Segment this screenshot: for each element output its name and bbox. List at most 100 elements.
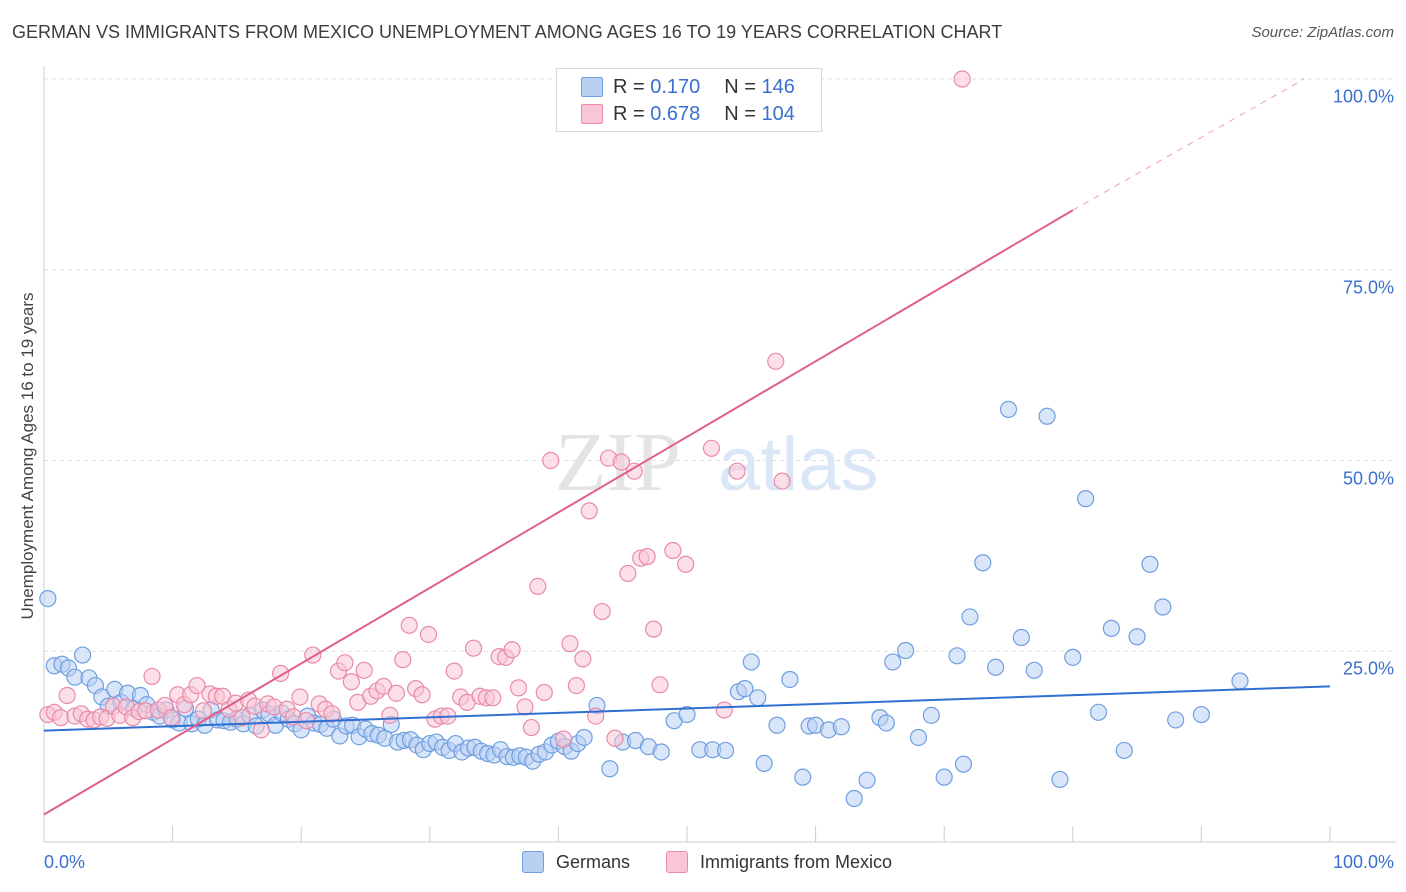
germans-point <box>1051 770 1069 789</box>
mexico-point <box>574 650 592 668</box>
germans-point <box>1038 407 1056 425</box>
mexico-point <box>619 564 637 583</box>
germans-point <box>909 728 928 747</box>
germans-point <box>1089 703 1108 721</box>
mexico-point <box>484 689 502 707</box>
mexico-point <box>728 462 746 480</box>
mexico-point <box>464 639 483 657</box>
germans-point <box>1231 672 1249 690</box>
germans-point <box>1141 555 1159 573</box>
germans-point <box>749 689 767 707</box>
mexico-point <box>664 541 682 560</box>
mexico-point <box>52 709 70 727</box>
trend-line-mexico-extension <box>1072 78 1305 211</box>
mexico-point <box>381 706 399 724</box>
mexico-point <box>953 70 971 88</box>
mexico-point <box>567 676 586 695</box>
trend-lines <box>43 78 1331 816</box>
mexico-point <box>715 701 733 719</box>
germans-point <box>575 728 593 747</box>
germans-point <box>794 768 812 786</box>
axes <box>43 66 1396 843</box>
mexico-point <box>233 709 251 727</box>
mexico-point <box>143 667 161 686</box>
legend-r-value-germans: 0.170 <box>650 75 701 98</box>
germans-point <box>736 680 754 698</box>
mexico-point <box>336 654 354 672</box>
germans-point <box>999 400 1018 418</box>
germans-point <box>974 554 992 572</box>
germans-point <box>1064 648 1082 666</box>
germans-point <box>845 789 863 808</box>
germans-point <box>1128 628 1146 646</box>
x-tick-label-min: 0.0% <box>44 852 86 872</box>
germans-point <box>877 714 895 732</box>
legend-n-label: N = <box>724 75 756 98</box>
mexico-point <box>58 686 76 705</box>
germans-point <box>652 743 670 761</box>
mexico-point <box>677 555 695 573</box>
legend-swatch-mexico <box>666 851 688 873</box>
germans-point <box>922 706 940 724</box>
mexico-point <box>509 679 528 697</box>
germans-point <box>1102 619 1120 637</box>
mexico-point <box>445 662 463 680</box>
germans-point <box>935 768 953 786</box>
mexico-point <box>252 721 270 739</box>
mexico-point <box>413 686 431 704</box>
germans-point <box>73 646 92 664</box>
mexico-point <box>580 502 598 520</box>
mexico-point <box>419 625 438 644</box>
germans-point <box>884 653 902 671</box>
series-legend: Germans Immigrants from Mexico <box>0 851 1406 877</box>
germans-point <box>1167 711 1185 729</box>
germans-point <box>742 653 760 671</box>
source-label: Source: ZipAtlas.com <box>1251 24 1394 41</box>
chart-title: GERMAN VS IMMIGRANTS FROM MEXICO UNEMPLO… <box>12 22 1003 42</box>
mexico-point <box>773 472 791 490</box>
mexico-point <box>291 688 309 706</box>
y-tick-label: 100.0% <box>1332 86 1394 107</box>
legend-n-value-mexico: 104 <box>761 102 795 125</box>
y-tick-label: 50.0% <box>1342 468 1394 488</box>
legend-item-mexico: Immigrants from Mexico <box>666 851 892 873</box>
mexico-point <box>612 453 631 471</box>
germans-point <box>961 608 979 626</box>
mexico-point <box>554 730 573 748</box>
mexico-point <box>342 673 360 691</box>
mexico-point <box>606 729 624 747</box>
mexico-point <box>516 698 534 716</box>
mexico-point <box>644 620 663 638</box>
legend-r-value-mexico: 0.678 <box>650 102 701 125</box>
germans-point <box>858 771 876 789</box>
germans-point <box>1192 705 1211 724</box>
legend-swatch-germans <box>522 851 544 873</box>
legend-item-germans: Germans <box>522 851 630 873</box>
germans-point <box>755 754 773 773</box>
mexico-point <box>400 616 418 634</box>
legend-row-mexico: R = 0.678 N = 104 <box>581 102 795 126</box>
mexico-point <box>194 702 213 720</box>
germans-point <box>716 741 735 760</box>
legend-swatch-germans <box>581 77 603 97</box>
germans-point <box>948 647 966 665</box>
germans-point <box>1012 628 1030 647</box>
legend-label-mexico: Immigrants from Mexico <box>700 851 893 872</box>
legend-r-label: R = <box>613 75 645 98</box>
mexico-point <box>188 676 206 695</box>
watermark-atlas: atlas <box>718 422 879 507</box>
grid-lines <box>44 78 1396 652</box>
germans-point <box>897 641 915 660</box>
legend-n-value-germans: 146 <box>761 75 795 98</box>
mexico-point <box>355 661 373 679</box>
y-tick-label: 25.0% <box>1342 658 1394 679</box>
mexico-point <box>323 705 341 723</box>
legend-n-label: N = <box>724 102 756 125</box>
mexico-point <box>561 635 579 653</box>
mexico-point <box>542 451 560 470</box>
y-tick-label: 75.0% <box>1342 277 1394 298</box>
legend-row-germans: R = 0.170 N = 146 <box>581 75 795 99</box>
mexico-point <box>522 718 540 737</box>
mexico-point <box>529 577 547 595</box>
